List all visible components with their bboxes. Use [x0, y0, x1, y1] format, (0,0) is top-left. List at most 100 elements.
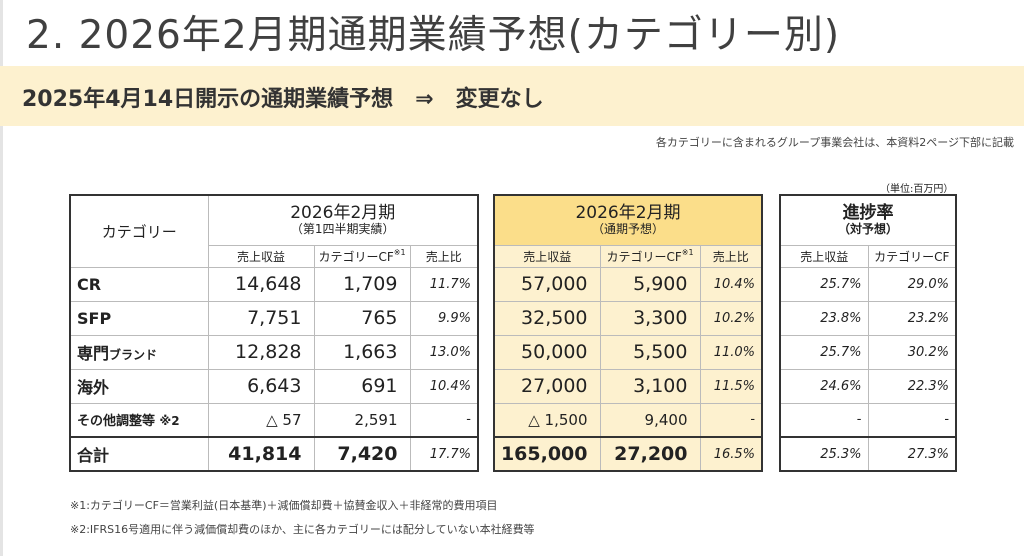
group-companies-note: 各カテゴリーに含まれるグループ事業会社は、本資料2ページ下部に記載	[655, 136, 1014, 149]
category-other-mark: ※2	[159, 414, 180, 429]
table-row: 25.7% 29.0%	[779, 266, 957, 302]
q1-period-sub: （第1四半期実績）	[290, 222, 395, 237]
forecast-revenue-sfp: 32,500	[493, 300, 601, 336]
forecast-revenue-total: 165,000	[493, 436, 601, 472]
forecast-ratio-header: 売上比	[699, 244, 763, 268]
q1-period-label: 2026年2月期	[290, 203, 396, 224]
forecast-banner: 2025年4月14日開示の通期業績予想 ⇒ 変更なし	[0, 66, 1024, 126]
forecast-revenue-overseas: 27,000	[493, 368, 601, 404]
forecast-ratio-total: 16.5%	[699, 436, 763, 472]
progress-cf-other: -	[867, 402, 957, 438]
table-row-total: 25.3% 27.3%	[779, 436, 957, 472]
unit-label: （単位:百万円）	[880, 184, 954, 195]
progress-revenue-overseas: 24.6%	[779, 368, 869, 404]
table-row: 23.8% 23.2%	[779, 300, 957, 336]
category-total: 合計	[69, 436, 209, 472]
forecast-cf-other: 9,400	[599, 402, 701, 438]
forecast-cf-header-label: カテゴリーCF	[606, 249, 682, 264]
q1-revenue-total: 41,814	[207, 436, 315, 472]
progress-title-sub: （対予想）	[838, 222, 899, 237]
table-row: 50,000 5,500 11.0%	[493, 334, 763, 370]
footnote-1: ※1:カテゴリーCF＝営業利益(日本基準)＋減価償却費＋協賛金収入＋非経常的費用…	[70, 499, 498, 512]
progress-table: 進捗率 （対予想） 売上収益 カテゴリーCF 25.7% 29.0% 23.8%…	[779, 194, 958, 472]
q1-revenue-cr: 14,648	[207, 266, 315, 302]
progress-revenue-other: -	[779, 402, 869, 438]
progress-header: 進捗率 （対予想）	[779, 194, 957, 246]
q1-ratio-total: 17.7%	[409, 436, 479, 472]
q1-revenue-sfp: 7,751	[207, 300, 315, 336]
category-header: カテゴリー	[69, 194, 209, 268]
q1-ratio-header: 売上比	[409, 244, 479, 268]
q1-cf-header-label: カテゴリーCF	[318, 249, 394, 264]
table-row: 24.6% 22.3%	[779, 368, 957, 404]
progress-cf-overseas: 22.3%	[867, 368, 957, 404]
table-row: SFP 7,751 765 9.9%	[69, 300, 479, 336]
forecast-cf-header: カテゴリーCF※1	[599, 244, 701, 268]
forecast-cf-overseas: 3,100	[599, 368, 701, 404]
forecast-ratio-sfp: 10.2%	[699, 300, 763, 336]
forecast-ratio-overseas: 11.5%	[699, 368, 763, 404]
forecast-ratio-other: -	[699, 402, 763, 438]
category-specialty-main: 専門	[77, 344, 110, 363]
forecast-cf-footnote-mark: ※1	[681, 247, 694, 257]
forecast-cf-total: 27,200	[599, 436, 701, 472]
category-sfp: SFP	[69, 300, 209, 336]
table-row: 海外 6,643 691 10.4%	[69, 368, 479, 404]
table-row: 25.7% 30.2%	[779, 334, 957, 370]
table-row: その他調整等 ※2 △ 57 2,591 -	[69, 402, 479, 438]
forecast-period-header: 2026年2月期 （通期予想）	[493, 194, 763, 246]
forecast-period-sub: （通期予想）	[592, 222, 665, 237]
q1-cf-footnote-mark: ※1	[393, 247, 406, 257]
table-row: CR 14,648 1,709 11.7%	[69, 266, 479, 302]
progress-revenue-specialty: 25.7%	[779, 334, 869, 370]
q1-ratio-overseas: 10.4%	[409, 368, 479, 404]
q1-revenue-overseas: 6,643	[207, 368, 315, 404]
table-row: - -	[779, 402, 957, 438]
table-row-total: 合計 41,814 7,420 17.7%	[69, 436, 479, 472]
q1-cf-specialty: 1,663	[313, 334, 411, 370]
table-row: 27,000 3,100 11.5%	[493, 368, 763, 404]
forecast-revenue-cr: 57,000	[493, 266, 601, 302]
table-row: △ 1,500 9,400 -	[493, 402, 763, 438]
banner-text: 2025年4月14日開示の通期業績予想 ⇒ 変更なし	[22, 87, 544, 112]
progress-cf-header: カテゴリーCF	[867, 244, 957, 268]
forecast-ratio-specialty: 11.0%	[699, 334, 763, 370]
q1-revenue-other: △ 57	[207, 402, 315, 438]
q1-results-table: カテゴリー 2026年2月期 （第1四半期実績） 売上収益 カテゴリーCF※1 …	[69, 194, 479, 472]
forecast-revenue-header: 売上収益	[493, 244, 601, 268]
progress-revenue-total: 25.3%	[779, 436, 869, 472]
forecast-cf-specialty: 5,500	[599, 334, 701, 370]
progress-revenue-cr: 25.7%	[779, 266, 869, 302]
progress-cf-cr: 29.0%	[867, 266, 957, 302]
page-title: 2. 2026年2月期通期業績予想(カテゴリー別)	[26, 13, 841, 58]
category-overseas: 海外	[69, 368, 209, 404]
forecast-cf-sfp: 3,300	[599, 300, 701, 336]
q1-ratio-cr: 11.7%	[409, 266, 479, 302]
forecast-revenue-other: △ 1,500	[493, 402, 601, 438]
left-edge-rule	[0, 0, 3, 556]
progress-revenue-sfp: 23.8%	[779, 300, 869, 336]
category-other: その他調整等 ※2	[69, 402, 209, 438]
category-specialty: 専門ブランド	[69, 334, 209, 370]
forecast-period-label: 2026年2月期	[575, 203, 681, 224]
q1-cf-cr: 1,709	[313, 266, 411, 302]
q1-ratio-specialty: 13.0%	[409, 334, 479, 370]
table-row: 専門ブランド 12,828 1,663 13.0%	[69, 334, 479, 370]
category-other-main: その他調整等	[77, 414, 156, 430]
category-cr: CR	[69, 266, 209, 302]
table-row-total: 165,000 27,200 16.5%	[493, 436, 763, 472]
progress-revenue-header: 売上収益	[779, 244, 869, 268]
q1-revenue-header: 売上収益	[207, 244, 315, 268]
q1-revenue-specialty: 12,828	[207, 334, 315, 370]
q1-cf-overseas: 691	[313, 368, 411, 404]
table-row: 57,000 5,900 10.4%	[493, 266, 763, 302]
q1-cf-other: 2,591	[313, 402, 411, 438]
q1-cf-total: 7,420	[313, 436, 411, 472]
forecast-ratio-cr: 10.4%	[699, 266, 763, 302]
category-specialty-sub: ブランド	[109, 348, 158, 362]
progress-cf-specialty: 30.2%	[867, 334, 957, 370]
q1-cf-header: カテゴリーCF※1	[313, 244, 411, 268]
q1-cf-sfp: 765	[313, 300, 411, 336]
progress-cf-sfp: 23.2%	[867, 300, 957, 336]
table-row: 32,500 3,300 10.2%	[493, 300, 763, 336]
